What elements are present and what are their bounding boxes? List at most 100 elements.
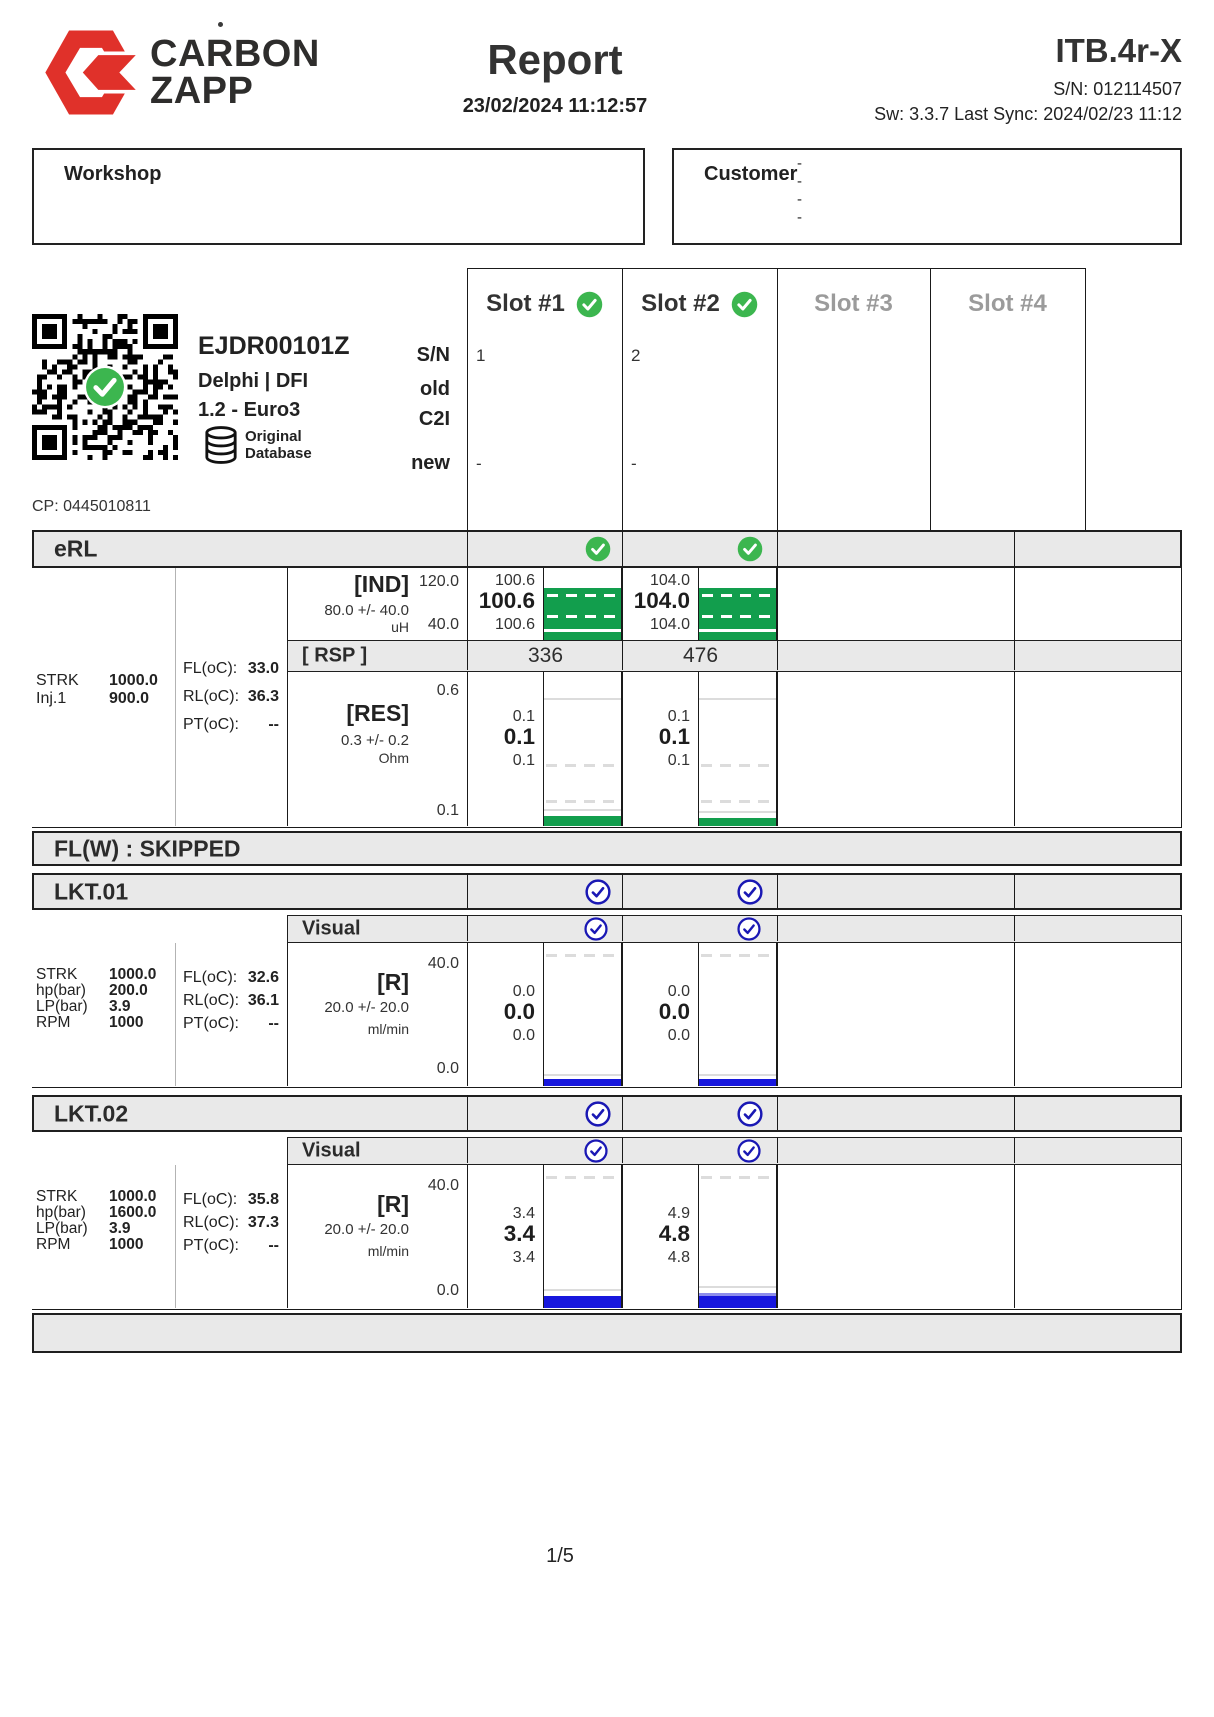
- value-top: 104.0: [649, 572, 690, 589]
- slot2-ind-bar: [698, 568, 777, 640]
- blue-check-icon: [584, 917, 610, 943]
- customer-box: Customer - - - -: [672, 148, 1182, 245]
- green-check-icon: [731, 291, 758, 317]
- value-bottom: 100.6: [494, 616, 535, 633]
- brand-name-bottom: ZAPP: [150, 70, 254, 112]
- value-main: 3.4: [503, 1221, 535, 1246]
- test-ind-tolerance: 80.0 +/- 40.0: [324, 602, 409, 619]
- value-top: 3.4: [512, 1205, 535, 1222]
- blue-check-icon: [584, 1139, 610, 1165]
- param-key: STRK: [36, 966, 78, 983]
- customer-line: -: [797, 191, 802, 208]
- value-top: 0.0: [667, 983, 690, 1000]
- section-erl-body: STRK 1000.0 Inj.1 900.0 FL(oC): 33.0 RL(oC)…: [32, 568, 1182, 828]
- test-res-tolerance: 0.3 +/- 0.2: [341, 732, 409, 749]
- test-r-tolerance: 20.0 +/- 20.0: [324, 999, 409, 1016]
- device-block: ITB.4r-X S/N: 012114507 Sw: 3.3.7 Last S…: [762, 32, 1182, 125]
- test-rsp-name: [ RSP ]: [302, 644, 368, 667]
- value-top: 0.0: [512, 983, 535, 1000]
- value-bottom: 3.4: [512, 1249, 535, 1266]
- temp-value: 37.3: [247, 1214, 279, 1231]
- workshop-box: Workshop: [32, 148, 645, 245]
- customer-line: -: [797, 155, 802, 172]
- slot2-r-bar: [698, 943, 777, 1086]
- slot3-header: Slot #3: [777, 290, 930, 318]
- slot1-r-values: 3.4 3.4 3.4: [467, 1165, 543, 1308]
- database-label-1: Original: [245, 428, 302, 445]
- test-res: 0.6 [RES] 0.3 +/- 0.2 Ohm 0.1: [287, 672, 467, 826]
- section-lkt02-header: LKT.02: [32, 1095, 1182, 1132]
- row-label-old: old: [420, 378, 450, 400]
- param-value: 1000: [109, 1014, 144, 1031]
- value-main: 0.1: [658, 724, 690, 749]
- table-footer-band: [32, 1313, 1182, 1353]
- blue-check-icon: [737, 879, 763, 905]
- section-lkt02-body: STRK 1000.0 hp(bar) 1600.0 LP(bar) 3.9 RPM 1…: [32, 1165, 1182, 1310]
- customer-line: -: [797, 209, 802, 226]
- param-key: hp(bar): [36, 1204, 86, 1221]
- slot4-label: Slot #4: [968, 290, 1047, 317]
- temp-value: 35.8: [247, 1191, 279, 1208]
- slot1-res-values: 0.1 0.1 0.1: [467, 672, 543, 826]
- slot2-res-bar: [698, 672, 777, 826]
- test-ind: [IND] 80.0 +/- 40.0 uH 120.0 40.0: [287, 568, 467, 640]
- slot2-new: -: [631, 454, 637, 473]
- section-erl-title: eRL: [54, 535, 98, 562]
- section-lkt02-title: LKT.02: [54, 1100, 129, 1126]
- results-table: Slot #1 Slot #2 Slot #3 Slot #4 1 2 - -: [32, 268, 1182, 1353]
- report-datetime: 23/02/2024 11:12:57: [462, 95, 648, 117]
- injector-variant: 1.2 - Euro3: [198, 399, 301, 421]
- temp-key: RL(oC):: [183, 688, 240, 705]
- brand-name-top: CARBON: [150, 33, 320, 75]
- slot1-ind-bar: [543, 568, 622, 640]
- temp-value: --: [268, 1237, 279, 1254]
- slot2-r-values: 0.0 0.0 0.0: [622, 943, 698, 1086]
- scale-max: 40.0: [427, 1177, 459, 1194]
- temp-key: FL(oC):: [183, 969, 238, 986]
- section-lkt01-body: STRK 1000.0 hp(bar) 200.0 LP(bar) 3.9 RPM 10…: [32, 943, 1182, 1088]
- value-top: 100.6: [494, 572, 535, 589]
- temp-value: 36.1: [247, 992, 279, 1009]
- brand-dot: [218, 22, 223, 27]
- database-icon: [204, 426, 238, 464]
- row-label-new: new: [411, 452, 450, 474]
- temp-key: PT(oC):: [183, 716, 239, 733]
- value-top: 0.1: [667, 708, 690, 725]
- value-top: 4.9: [667, 1205, 690, 1222]
- blue-check-icon: [737, 1139, 763, 1165]
- value-main: 0.1: [503, 724, 535, 749]
- slot1-r-values: 0.0 0.0 0.0: [467, 943, 543, 1086]
- slot1-res-bar: [543, 672, 622, 826]
- injector-cp: CP: 0445010811: [32, 498, 151, 515]
- value-bottom: 4.8: [667, 1249, 690, 1266]
- param-key: STRK: [36, 672, 79, 689]
- param-value: 1000: [109, 1236, 144, 1253]
- slot4-header: Slot #4: [930, 290, 1085, 318]
- value-bottom: 0.1: [512, 752, 535, 769]
- temp-key: FL(oC):: [183, 1191, 238, 1208]
- temp-key: PT(oC):: [183, 1237, 239, 1254]
- param-value: 1000.0: [109, 966, 157, 983]
- value-bottom: 0.0: [667, 1027, 690, 1044]
- test-r-unit: ml/min: [367, 1243, 409, 1259]
- value-bottom: 0.0: [512, 1027, 535, 1044]
- temp-value: 33.0: [247, 660, 279, 677]
- test-ind-name: [IND]: [354, 571, 409, 597]
- page-title: Report: [487, 36, 623, 83]
- section-lkt01-header: LKT.01: [32, 873, 1182, 910]
- customer-line: -: [797, 173, 802, 190]
- slot1-new: -: [476, 454, 482, 473]
- slot1-r-bar: [543, 943, 622, 1086]
- temp-key: PT(oC):: [183, 1015, 239, 1032]
- slot1-ind-values: 100.6 100.6 100.6: [467, 568, 543, 640]
- temp-value: 32.6: [247, 969, 279, 986]
- param-value: 1000.0: [109, 1188, 157, 1205]
- scale-max: 40.0: [427, 955, 459, 972]
- customer-label: Customer: [704, 163, 798, 185]
- scale-min: 0.0: [436, 1060, 459, 1077]
- device-model: ITB.4r-X: [1055, 32, 1182, 69]
- scale-min: 40.0: [427, 616, 459, 633]
- test-r-unit: ml/min: [367, 1021, 409, 1037]
- slot2-r-bar: [698, 1165, 777, 1308]
- qr-check-icon: [83, 365, 127, 409]
